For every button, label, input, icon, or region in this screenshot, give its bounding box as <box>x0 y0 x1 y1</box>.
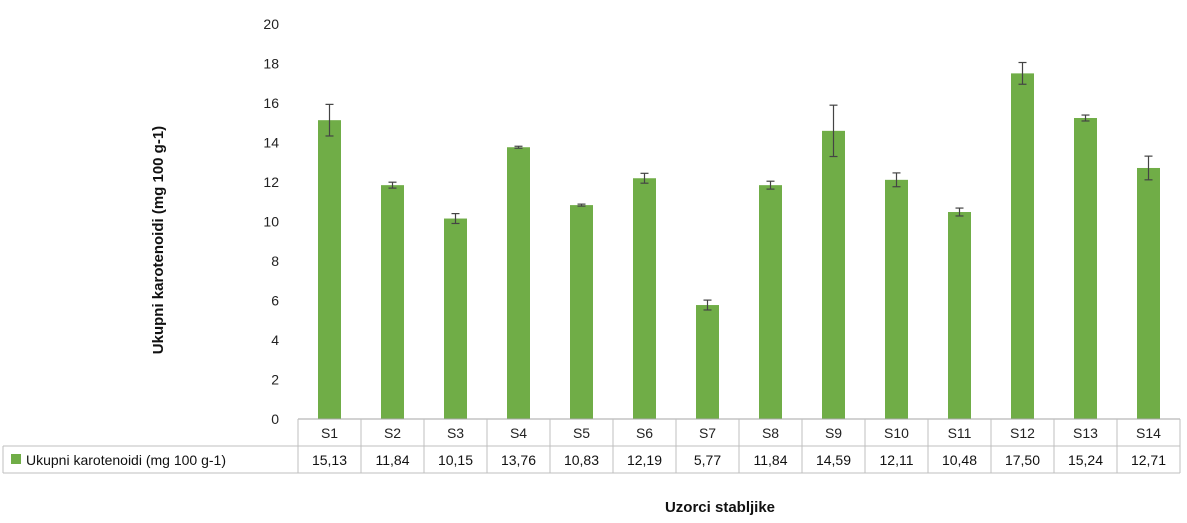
error-bar <box>1144 155 1153 181</box>
bar <box>1074 118 1097 419</box>
bar <box>885 179 908 419</box>
data-label: 14,59 <box>816 452 851 468</box>
x-tick-label: S5 <box>573 425 590 441</box>
bar <box>318 120 341 420</box>
bar <box>948 212 971 419</box>
bar <box>696 305 719 419</box>
x-axis-label: Uzorci stabljike <box>665 499 775 516</box>
x-tick-label: S13 <box>1073 425 1098 441</box>
legend-swatch <box>11 454 21 464</box>
x-tick-label: S6 <box>636 425 653 441</box>
legend-entry: Ukupni karotenoidi (mg 100 g-1) <box>26 452 226 468</box>
data-label: 15,13 <box>312 452 347 468</box>
y-tick-label: 16 <box>263 95 279 111</box>
y-tick-label: 10 <box>263 214 279 230</box>
data-label: 12,11 <box>880 452 914 468</box>
error-bar <box>514 145 523 149</box>
error-bar <box>703 299 712 311</box>
y-tick-label: 12 <box>263 174 279 190</box>
x-tick-label: S8 <box>762 425 779 441</box>
bar <box>822 130 845 419</box>
y-axis-label: Ukupni karotenoidi (mg 100 g-1) <box>150 126 167 354</box>
y-tick-label: 8 <box>271 253 279 269</box>
data-label: 17,50 <box>1005 452 1040 468</box>
data-label: 12,19 <box>627 452 662 468</box>
y-tick-label: 0 <box>271 411 279 427</box>
error-bar <box>829 104 838 158</box>
bar <box>570 205 593 419</box>
bar <box>633 178 656 419</box>
y-axis: 0 2 4 6 8 10 12 14 16 18 20 <box>263 16 279 427</box>
error-bar <box>892 172 901 188</box>
error-bar <box>388 181 397 189</box>
bar <box>1011 73 1034 419</box>
data-label: 10,15 <box>438 452 473 468</box>
x-tick-label: S4 <box>510 425 527 441</box>
x-tick-label: S1 <box>321 425 338 441</box>
error-bar <box>955 207 964 217</box>
bars <box>318 61 1160 420</box>
data-label: 10,48 <box>942 452 977 468</box>
y-tick-label: 14 <box>263 135 279 151</box>
y-tick-label: 4 <box>271 332 279 348</box>
bar <box>507 147 530 420</box>
data-table: S1 15,13 S2 11,84 S3 10,15 S4 13,76 S5 10,83 S6 12,… <box>2 418 1181 474</box>
error-bar <box>1081 114 1090 122</box>
data-label: 13,76 <box>501 452 536 468</box>
data-label: 12,71 <box>1131 452 1166 468</box>
y-tick-label: 2 <box>271 372 279 388</box>
data-label: 11,84 <box>754 452 788 468</box>
error-bar <box>451 213 460 225</box>
error-bar <box>325 103 334 137</box>
y-tick-label: 20 <box>263 16 279 32</box>
bar <box>759 185 782 419</box>
x-tick-label: S10 <box>884 425 909 441</box>
x-tick-label: S9 <box>825 425 842 441</box>
data-label: 11,84 <box>376 452 410 468</box>
x-tick-label: S11 <box>948 425 972 441</box>
bar <box>381 185 404 419</box>
x-tick-label: S3 <box>447 425 464 441</box>
data-label: 5,77 <box>694 452 721 468</box>
bar <box>1137 167 1160 419</box>
y-tick-label: 6 <box>271 293 279 309</box>
x-tick-label: S14 <box>1136 425 1161 441</box>
x-tick-label: S7 <box>699 425 716 441</box>
data-label: 10,83 <box>564 452 599 468</box>
y-tick-label: 18 <box>263 56 279 72</box>
error-bar <box>766 180 775 190</box>
x-tick-label: S12 <box>1010 425 1035 441</box>
error-bar <box>640 172 649 184</box>
x-tick-label: S2 <box>384 425 401 441</box>
bar <box>444 218 467 419</box>
data-label: 15,24 <box>1068 452 1103 468</box>
error-bar <box>577 203 586 207</box>
error-bar <box>1018 61 1027 85</box>
